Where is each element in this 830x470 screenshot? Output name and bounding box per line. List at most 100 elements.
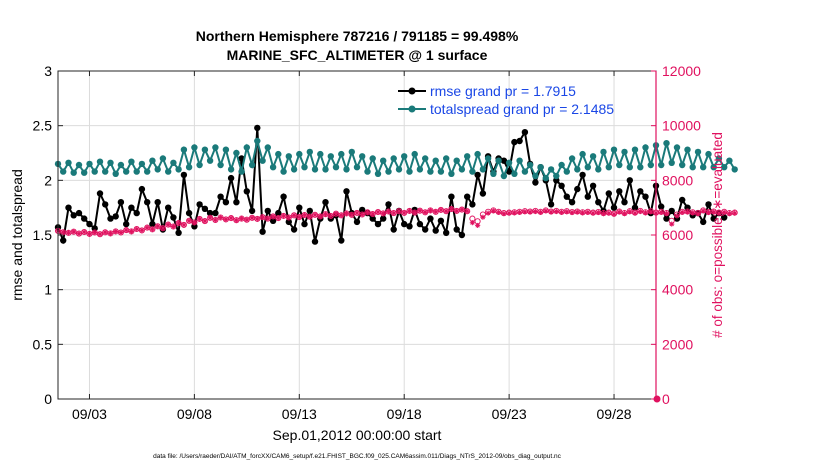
totalspread-point <box>453 157 460 164</box>
totalspread-point <box>248 161 256 169</box>
rmse-point <box>616 188 623 195</box>
rmse-point <box>359 206 366 214</box>
totalspread-point <box>301 164 308 171</box>
rmse-point <box>679 196 686 204</box>
rmse-point <box>196 201 203 208</box>
totalspread-point <box>411 150 418 158</box>
evaluated-point <box>401 210 407 216</box>
rmse-point <box>437 217 445 224</box>
evaluated-point <box>464 208 470 214</box>
rmse-point <box>117 199 125 206</box>
evaluated-point <box>422 209 428 215</box>
rmse-point <box>154 199 161 206</box>
evaluated-point <box>375 209 381 215</box>
totalspread-point <box>138 160 146 168</box>
evaluated-point <box>669 221 675 227</box>
totalspread-point <box>443 155 450 162</box>
totalspread-point <box>521 168 529 175</box>
totalspread-point <box>715 155 723 162</box>
totalspread-point <box>165 168 172 175</box>
totalspread-point <box>238 168 245 175</box>
evaluated-point <box>527 209 533 215</box>
evaluated-point <box>165 222 171 228</box>
evaluated-point <box>501 211 507 217</box>
rmse-point <box>668 207 675 215</box>
totalspread-point <box>547 166 555 173</box>
rmse-point <box>343 188 350 195</box>
evaluated-point <box>396 208 402 214</box>
rmse-point <box>254 124 261 132</box>
evaluated-point <box>564 209 570 215</box>
totalspread-line <box>57 140 736 181</box>
totalspread-point <box>123 168 130 175</box>
evaluated-point <box>286 214 292 221</box>
x-tick-label: 09/03 <box>72 406 107 422</box>
rmse-point <box>290 226 298 233</box>
totalspread-point <box>432 157 439 164</box>
totalspread-point <box>448 170 455 177</box>
rmse-point <box>568 199 576 206</box>
evaluated-point <box>621 211 628 217</box>
evaluated-point <box>291 212 297 218</box>
evaluated-point <box>595 209 601 216</box>
totalspread-point <box>637 164 644 171</box>
rmse-point <box>422 226 429 233</box>
totalspread-point <box>474 150 481 158</box>
totalspread-point <box>159 155 167 162</box>
evaluated-point <box>60 229 66 235</box>
evaluated-point <box>412 209 418 216</box>
totalspread-point <box>458 166 466 173</box>
evaluated-point <box>385 208 392 215</box>
totalspread-point <box>469 168 476 175</box>
totalspread-point <box>196 161 203 169</box>
evaluated-point <box>343 210 350 217</box>
evaluated-point <box>690 210 696 216</box>
rmse-point <box>369 215 376 222</box>
totalspread-point <box>647 161 654 169</box>
totalspread-point <box>437 168 445 175</box>
y-left-tick-label: 2 <box>44 172 52 188</box>
rmse-point <box>280 193 287 200</box>
evaluated-point <box>139 227 145 233</box>
rmse-point <box>547 201 555 208</box>
rmse-point <box>464 193 471 200</box>
evaluated-point <box>380 210 386 217</box>
evaluated-point <box>611 211 617 217</box>
rmse-point <box>75 209 83 217</box>
rmse-point <box>138 185 146 193</box>
evaluated-point <box>322 211 329 217</box>
totalspread-point <box>479 166 487 173</box>
evaluated-point <box>134 226 140 232</box>
evaluated-point <box>406 208 413 214</box>
evaluated-point <box>711 209 717 215</box>
evaluated-point <box>102 229 108 235</box>
totalspread-point <box>112 170 119 177</box>
evaluated-point <box>590 210 596 216</box>
rmse-point <box>658 203 665 210</box>
rmse-point <box>589 182 597 189</box>
evaluated-point <box>506 210 512 216</box>
evaluated-point <box>679 209 685 215</box>
evaluated-point <box>118 229 124 236</box>
evaluated-point <box>212 217 218 223</box>
rmse-point <box>574 185 581 193</box>
evaluated-point <box>81 229 87 235</box>
totalspread-point <box>107 159 114 166</box>
evaluated-point <box>113 228 119 235</box>
right-axis-zero-marker <box>653 395 661 403</box>
totalspread-point <box>175 166 182 173</box>
evaluated-point <box>522 209 528 215</box>
totalspread-point <box>584 164 591 171</box>
evaluated-point <box>443 208 449 214</box>
evaluated-point <box>328 213 334 219</box>
evaluated-point <box>726 211 733 217</box>
evaluated-point <box>249 215 255 221</box>
rmse-point <box>458 231 466 239</box>
totalspread-point <box>149 157 156 164</box>
totalspread-point <box>306 148 313 156</box>
totalspread-point <box>322 166 329 173</box>
footer-data-file: data file: /Users/raeder/DAI/ATM_forcXX/… <box>153 453 562 460</box>
rmse-point <box>479 190 487 197</box>
evaluated-point <box>170 223 177 230</box>
